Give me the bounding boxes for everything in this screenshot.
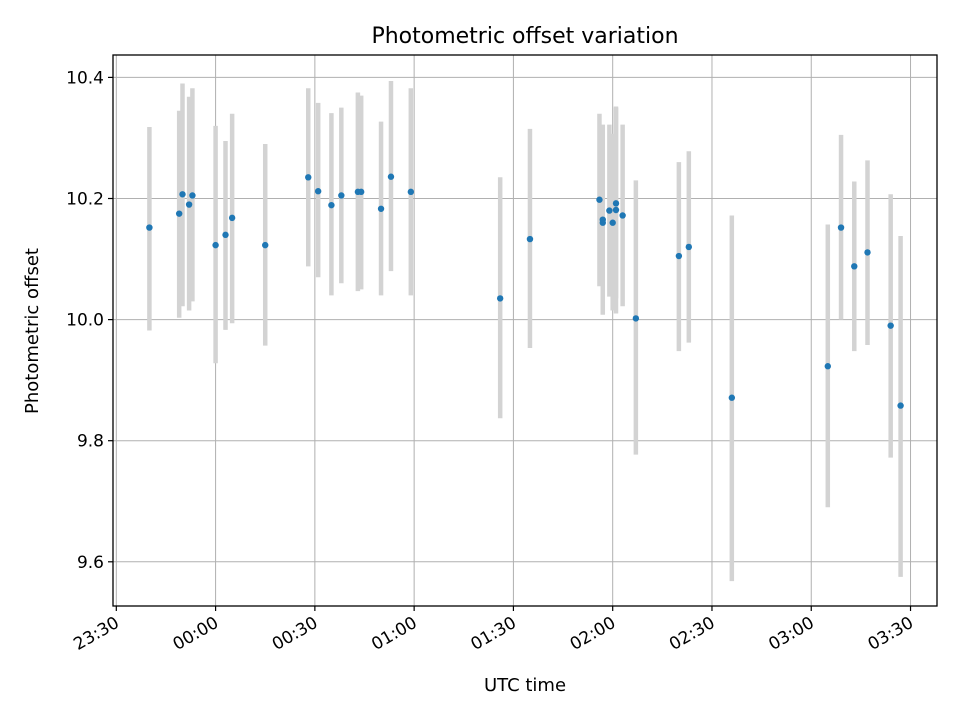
data-point: [262, 241, 269, 249]
data-point: [212, 241, 219, 249]
data-point: [407, 188, 415, 196]
x-tick-label: 01:00: [368, 613, 420, 655]
error-bars: [147, 81, 903, 582]
y-axis-label: Photometric offset: [22, 248, 43, 414]
x-tick-label: 00:30: [269, 613, 321, 655]
grid-lines: [113, 55, 937, 606]
data-point: [228, 214, 236, 222]
data-point: [328, 201, 335, 209]
data-point: [596, 196, 603, 203]
x-tick-label: 23:30: [70, 613, 122, 655]
data-point: [606, 207, 613, 214]
data-point: [897, 402, 904, 409]
chart-title: Photometric offset variation: [371, 24, 678, 49]
data-point: [146, 224, 153, 231]
plot-frame: [112, 54, 938, 607]
data-points: [146, 173, 904, 409]
x-tick-label: 02:00: [567, 613, 619, 655]
data-point: [728, 394, 736, 401]
x-tick-label: 03:30: [865, 613, 917, 655]
data-point: [619, 212, 626, 219]
data-point: [496, 295, 504, 302]
data-point: [609, 219, 616, 226]
data-point: [185, 201, 193, 208]
data-point: [189, 192, 196, 199]
data-point: [685, 243, 693, 251]
data-point: [175, 210, 183, 217]
data-point: [612, 206, 620, 214]
data-point: [387, 173, 395, 180]
x-tick-label: 02:30: [666, 613, 718, 655]
y-tick-label: 9.6: [77, 553, 104, 573]
data-point: [377, 205, 385, 212]
y-tick-label: 10.0: [66, 311, 104, 331]
data-point: [887, 322, 894, 329]
y-tick-label: 10.4: [66, 68, 104, 88]
data-point: [526, 235, 534, 243]
data-point: [314, 188, 322, 195]
x-tick-label: 01:30: [467, 613, 519, 655]
y-tick-label: 9.8: [77, 432, 104, 452]
data-point: [824, 363, 831, 370]
data-point: [599, 219, 606, 226]
data-point: [357, 188, 365, 196]
data-point: [864, 249, 871, 256]
data-point: [305, 174, 312, 181]
y-tick-label: 10.2: [66, 190, 104, 210]
data-point: [632, 315, 640, 322]
data-point: [222, 231, 229, 239]
data-point: [179, 191, 186, 198]
x-axis-label: UTC time: [484, 675, 566, 696]
data-point: [837, 224, 845, 231]
x-tick-label: 00:00: [170, 613, 222, 655]
data-point: [675, 252, 683, 260]
data-point: [338, 192, 345, 199]
data-point: [612, 200, 620, 207]
x-tick-label: 03:00: [765, 613, 817, 655]
data-point: [851, 263, 858, 270]
